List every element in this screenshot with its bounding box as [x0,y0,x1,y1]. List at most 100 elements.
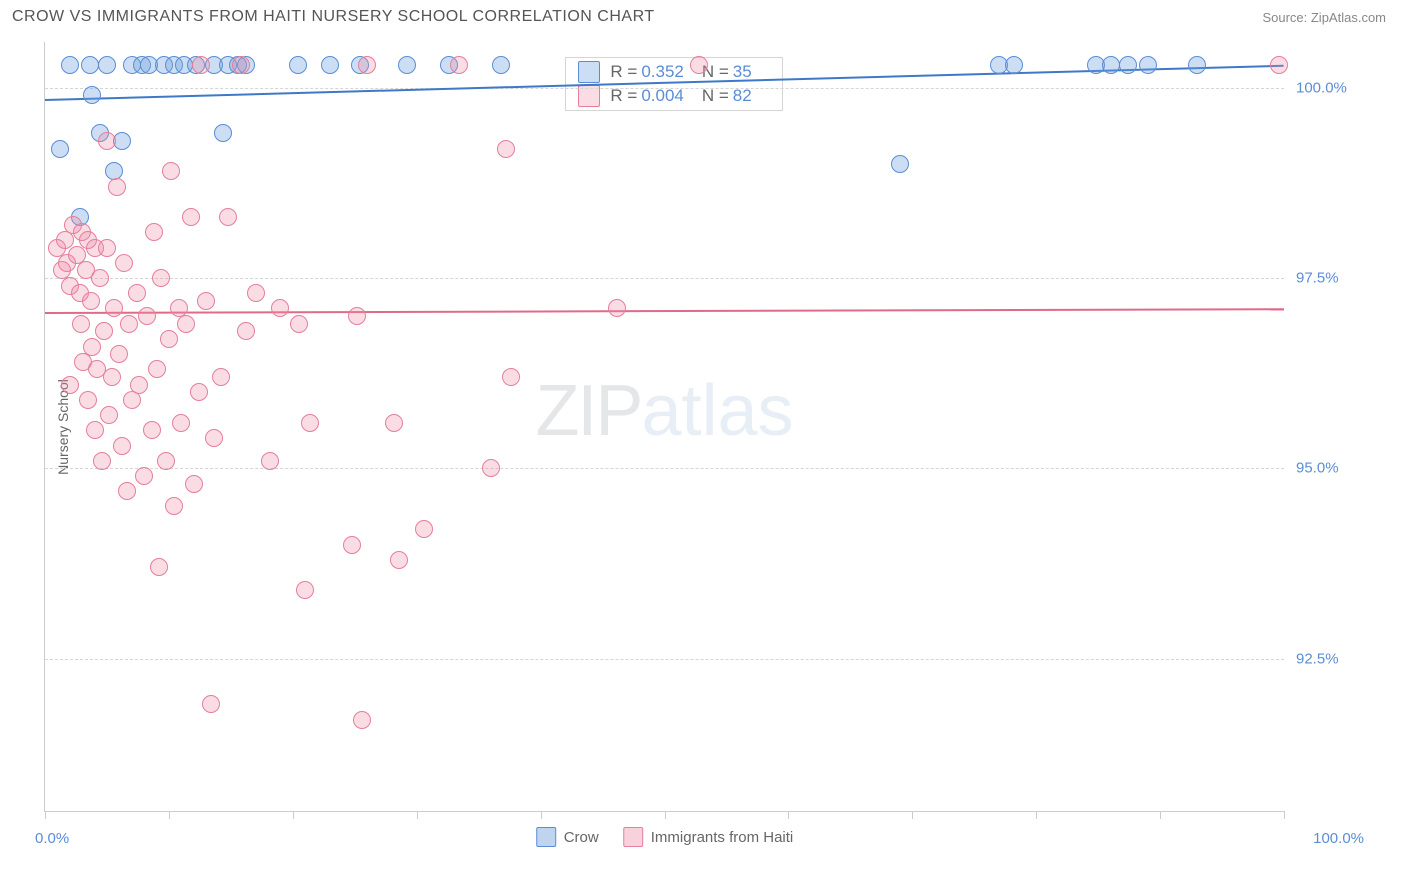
data-point [98,56,116,74]
data-point [91,269,109,287]
data-point [353,711,371,729]
data-point [86,421,104,439]
data-point [321,56,339,74]
data-point [212,368,230,386]
data-point [81,56,99,74]
data-point [232,56,250,74]
data-point [1188,56,1206,74]
source-label: Source: ZipAtlas.com [1262,10,1386,25]
data-point [150,558,168,576]
x-tick [293,811,294,819]
data-point [118,482,136,500]
data-point [690,56,708,74]
data-point [56,231,74,249]
stats-r-label: R = [610,62,637,82]
stats-r-label: R = [610,86,637,106]
data-point [120,315,138,333]
data-point [214,124,232,142]
data-point [145,223,163,241]
data-point [110,345,128,363]
trendline [45,308,1284,314]
data-point [301,414,319,432]
data-point [289,56,307,74]
data-point [415,520,433,538]
x-tick [1284,811,1285,819]
data-point [72,315,90,333]
watermark-zip: ZIP [535,371,641,451]
data-point [219,208,237,226]
bottom-legend: CrowImmigrants from Haiti [536,827,794,847]
data-point [61,376,79,394]
gridline [45,88,1284,89]
data-point [128,284,146,302]
x-tick [1036,811,1037,819]
y-tick-label: 92.5% [1296,650,1396,667]
stats-r-value: 0.352 [641,62,684,82]
data-point [205,429,223,447]
y-tick-label: 100.0% [1296,79,1396,96]
stats-n-label: N = [702,86,729,106]
data-point [93,452,111,470]
x-tick [1160,811,1161,819]
data-point [348,307,366,325]
data-point [1005,56,1023,74]
data-point [398,56,416,74]
data-point [130,376,148,394]
x-tick [541,811,542,819]
data-point [100,406,118,424]
data-point [1102,56,1120,74]
data-point [160,330,178,348]
data-point [185,475,203,493]
data-point [108,178,126,196]
data-point [172,414,190,432]
data-point [98,132,116,150]
data-point [103,368,121,386]
x-tick [417,811,418,819]
data-point [385,414,403,432]
data-point [165,497,183,515]
data-point [98,239,116,257]
chart-plot-area: Nursery School 0.0% 100.0% ZIPatlas R = … [44,42,1284,812]
data-point [105,299,123,317]
data-point [192,56,210,74]
data-point [608,299,626,317]
data-point [61,56,79,74]
y-tick-label: 95.0% [1296,460,1396,477]
data-point [1119,56,1137,74]
data-point [83,338,101,356]
stats-r-value: 0.004 [641,86,684,106]
data-point [1139,56,1157,74]
data-point [113,437,131,455]
data-point [482,459,500,477]
x-tick [912,811,913,819]
stats-n-value: 82 [733,86,752,106]
data-point [157,452,175,470]
x-axis-max-label: 100.0% [1313,830,1364,847]
watermark: ZIPatlas [535,370,793,452]
data-point [343,536,361,554]
gridline [45,659,1284,660]
y-tick-label: 97.5% [1296,270,1396,287]
data-point [202,695,220,713]
x-tick [665,811,666,819]
data-point [143,421,161,439]
x-tick [788,811,789,819]
data-point [51,140,69,158]
gridline [45,278,1284,279]
data-point [138,307,156,325]
data-point [83,86,101,104]
legend-label: Crow [564,829,599,846]
data-point [152,269,170,287]
data-point [82,292,100,310]
data-point [296,581,314,599]
data-point [290,315,308,333]
legend-swatch [623,827,643,847]
data-point [135,467,153,485]
data-point [162,162,180,180]
data-point [115,254,133,272]
watermark-atlas: atlas [641,371,793,451]
x-axis-min-label: 0.0% [35,830,69,847]
data-point [492,56,510,74]
data-point [148,360,166,378]
data-point [95,322,113,340]
